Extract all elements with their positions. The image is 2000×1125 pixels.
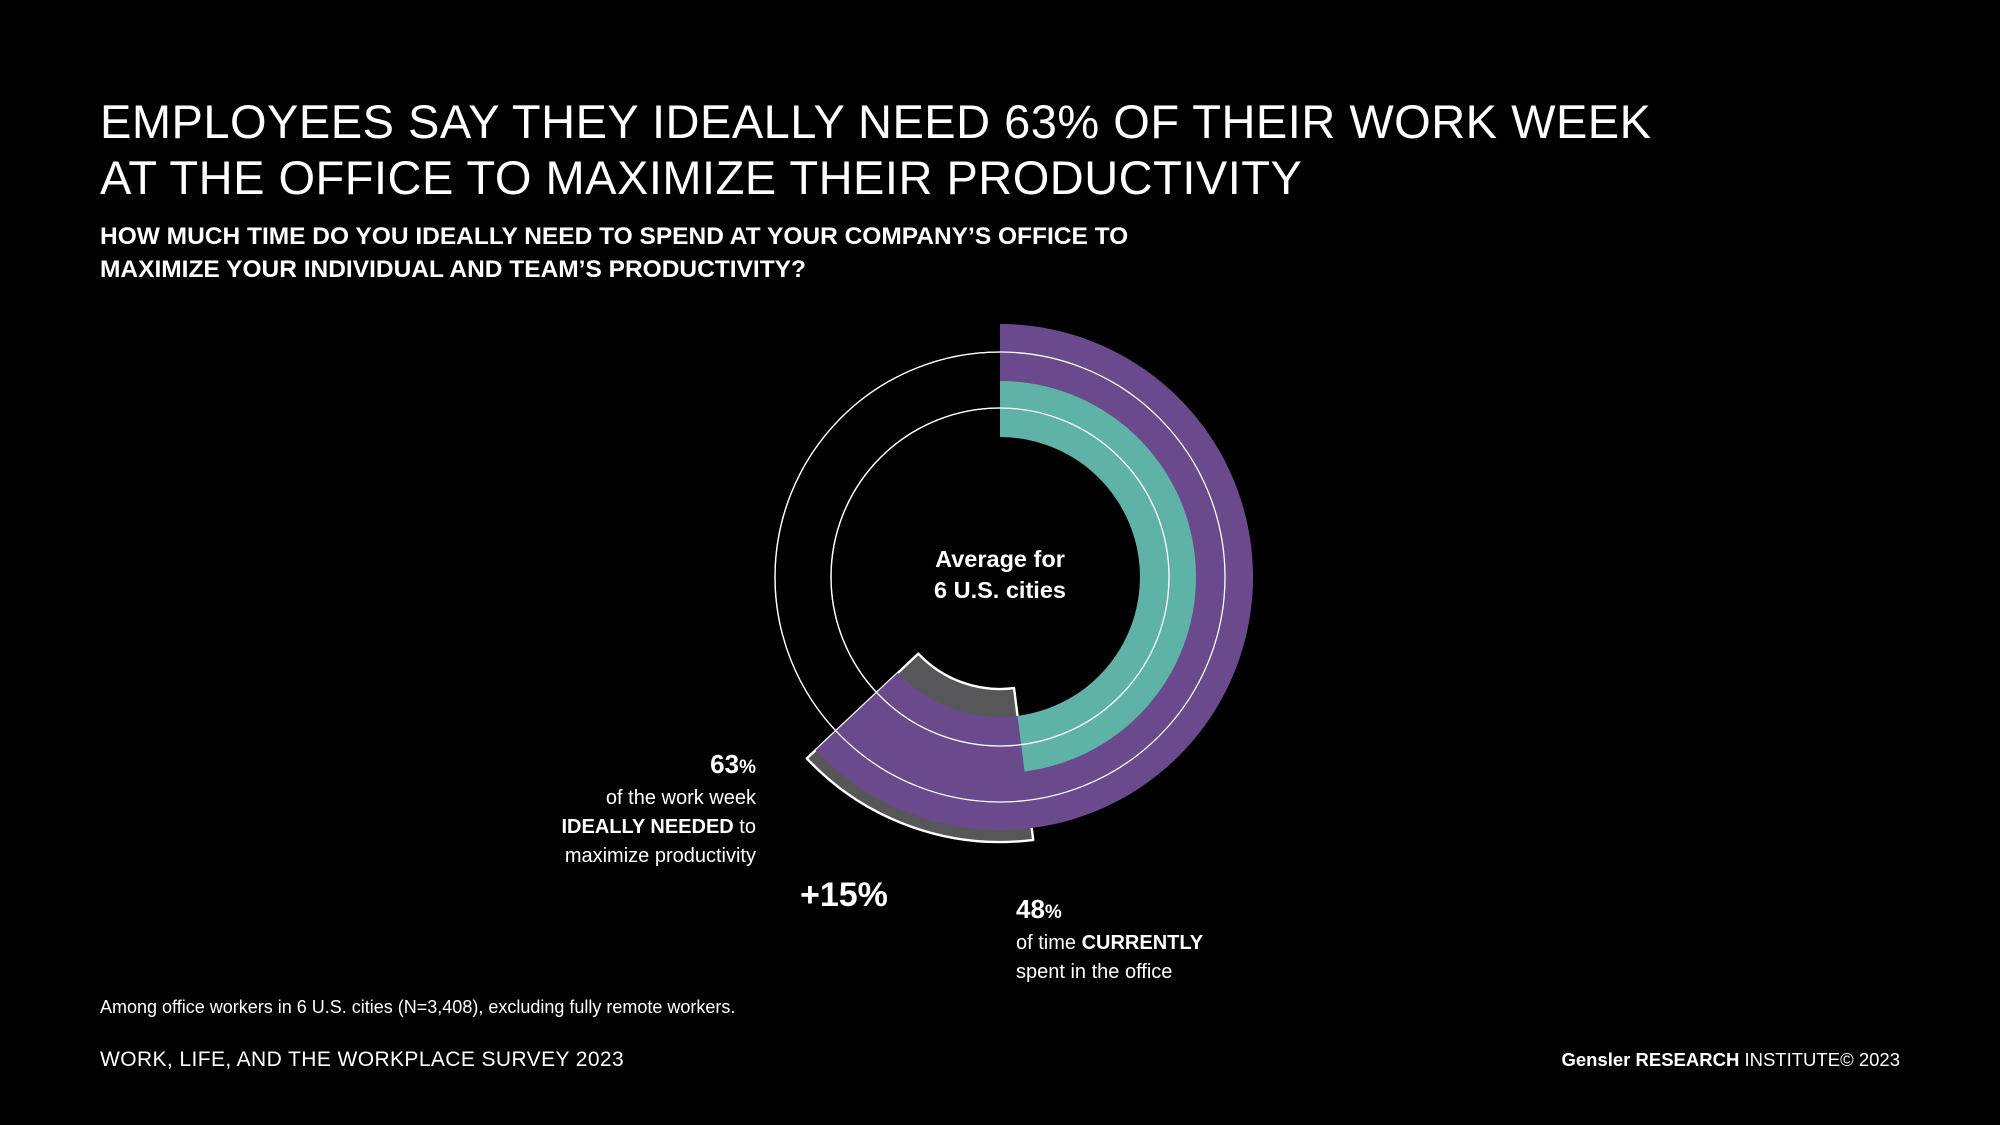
- credit: Gensler RESEARCH INSTITUTE© 2023: [1561, 1049, 1900, 1071]
- page-title: EMPLOYEES SAY THEY IDEALLY NEED 63% OF T…: [100, 94, 1700, 206]
- current-value-label: 48% of time CURRENTLY spent in the offic…: [1016, 893, 1203, 987]
- center-label-line-1: Average for: [935, 546, 1065, 572]
- ideal-text-after-bold: to: [733, 816, 756, 838]
- current-percent-number: 48: [1016, 894, 1045, 924]
- ideal-percent-unit: %: [739, 757, 756, 778]
- ideal-percent-number: 63: [710, 749, 740, 779]
- current-percent: 48%: [1016, 893, 1203, 929]
- credit-copyright: © 2023: [1840, 1049, 1900, 1070]
- credit-brand: Gensler: [1561, 1049, 1631, 1070]
- current-text-bold: CURRENTLY: [1081, 932, 1204, 954]
- center-label-line-2: 6 U.S. cities: [934, 577, 1066, 603]
- current-bar: [1000, 381, 1196, 772]
- survey-source: WORK, LIFE, AND THE WORKPLACE SURVEY 202…: [100, 1048, 625, 1071]
- footnote: Among office workers in 6 U.S. cities (N…: [100, 997, 736, 1017]
- survey-question-line-2: MAXIMIZE YOUR INDIVIDUAL AND TEAM’S PROD…: [100, 256, 806, 283]
- current-percent-unit: %: [1044, 902, 1062, 923]
- inner-guide-ring-overlay: [830, 407, 1170, 747]
- outer-guide-ring-overlay: [774, 351, 1226, 803]
- current-text-line-1: of time CURRENTLY: [1016, 929, 1203, 958]
- ideal-value-label: 63% of the work week IDEALLY NEEDED to m…: [561, 748, 756, 871]
- ideal-text-line-2: IDEALLY NEEDED to: [561, 813, 756, 842]
- credit-research: RESEARCH: [1635, 1049, 1740, 1070]
- current-text-prefix: of time: [1016, 932, 1082, 954]
- page-title-line-1: EMPLOYEES SAY THEY IDEALLY NEED 63% OF T…: [100, 95, 1652, 148]
- page-title-line-2: AT THE OFFICE TO MAXIMIZE THEIR PRODUCTI…: [100, 151, 1303, 204]
- ideal-percent: 63%: [561, 748, 756, 784]
- survey-question: HOW MUCH TIME DO YOU IDEALLY NEED TO SPE…: [100, 220, 1400, 286]
- difference-label: +15%: [800, 876, 888, 914]
- ideal-text-bold: IDEALLY NEEDED: [561, 816, 734, 838]
- chart-center-label: Average for 6 U.S. cities: [900, 544, 1100, 606]
- current-text-line-2: spent in the office: [1016, 961, 1173, 983]
- ideal-text-line-1: of the work week: [605, 787, 756, 809]
- credit-institute: INSTITUTE: [1744, 1049, 1841, 1070]
- survey-question-line-1: HOW MUCH TIME DO YOU IDEALLY NEED TO SPE…: [100, 223, 1129, 250]
- ideal-text-line-3: maximize productivity: [564, 845, 756, 867]
